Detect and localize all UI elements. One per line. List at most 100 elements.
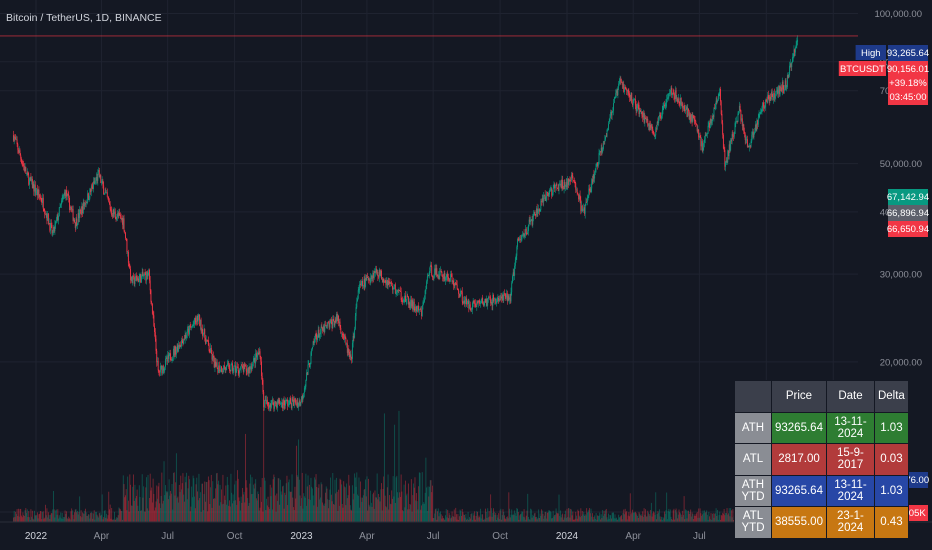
volume-bar bbox=[607, 519, 609, 522]
candle-body bbox=[99, 175, 101, 178]
candle-body bbox=[29, 177, 31, 179]
candle-body bbox=[239, 369, 241, 374]
volume-bar bbox=[314, 479, 316, 522]
candle-body bbox=[508, 295, 510, 300]
candle-body bbox=[195, 321, 197, 323]
candle-body bbox=[276, 403, 278, 408]
candle-body bbox=[27, 172, 29, 176]
candle-body bbox=[37, 189, 39, 196]
candle-body bbox=[48, 222, 50, 224]
candle-body bbox=[640, 110, 641, 112]
volume-bar bbox=[560, 510, 561, 522]
candle-body bbox=[323, 326, 325, 333]
candle-body bbox=[283, 399, 285, 405]
candle-body bbox=[156, 350, 158, 363]
price-label-box bbox=[888, 45, 928, 61]
candle-body bbox=[760, 111, 762, 113]
candle-body bbox=[290, 398, 292, 404]
volume-bar bbox=[407, 509, 409, 522]
volume-bar bbox=[596, 519, 598, 522]
volume-bar bbox=[13, 510, 15, 522]
candle-body bbox=[543, 196, 545, 202]
candle-body bbox=[464, 300, 466, 304]
candle-body bbox=[471, 309, 473, 311]
candle-body bbox=[106, 192, 108, 193]
candle-body bbox=[69, 207, 71, 210]
candle-body bbox=[544, 194, 546, 201]
volume-bar bbox=[514, 510, 516, 522]
candle-body bbox=[386, 280, 388, 285]
volume-bar bbox=[440, 514, 442, 522]
candle-body bbox=[688, 111, 690, 120]
volume-bar bbox=[642, 517, 644, 522]
candle-body bbox=[278, 399, 280, 404]
volume-bar bbox=[189, 479, 190, 522]
candle-body bbox=[221, 366, 222, 373]
volume-bar bbox=[213, 499, 214, 522]
candle-body bbox=[135, 275, 137, 278]
volume-bar bbox=[263, 408, 265, 522]
volume-bar bbox=[321, 484, 323, 522]
candle-body bbox=[335, 314, 337, 323]
volume-bar bbox=[268, 507, 270, 522]
candle-body bbox=[459, 294, 461, 298]
candle-body bbox=[263, 400, 265, 408]
volume-bar bbox=[567, 517, 569, 522]
candle-body bbox=[701, 141, 703, 152]
candle-body bbox=[749, 145, 751, 147]
candle-body bbox=[674, 90, 676, 100]
volume-bar bbox=[54, 517, 56, 522]
candle-body bbox=[762, 102, 764, 108]
volume-bar bbox=[461, 515, 462, 522]
volume-bar bbox=[263, 477, 265, 522]
volume-bar bbox=[518, 519, 520, 522]
volume-bar bbox=[590, 508, 592, 522]
volume-bar bbox=[520, 513, 522, 522]
volume-bar bbox=[317, 506, 318, 522]
volume-bar bbox=[151, 487, 153, 522]
volume-bar bbox=[269, 484, 271, 522]
candle-body bbox=[18, 149, 19, 153]
candle-body bbox=[396, 292, 398, 293]
volume-bar bbox=[205, 501, 206, 522]
candle-body bbox=[13, 137, 15, 141]
volume-bar bbox=[127, 476, 129, 522]
volume-bar bbox=[230, 473, 232, 522]
volume-bar bbox=[728, 513, 729, 522]
volume-bar bbox=[664, 513, 666, 522]
volume-bar bbox=[282, 485, 284, 522]
candle-body bbox=[490, 299, 492, 304]
candle-body bbox=[754, 124, 756, 132]
candle-body bbox=[224, 367, 226, 370]
volume-bar bbox=[456, 519, 458, 522]
candle-body bbox=[481, 297, 483, 301]
candle-body bbox=[608, 123, 609, 131]
volume-bar bbox=[437, 508, 439, 522]
candle-body bbox=[191, 325, 193, 327]
volume-bar bbox=[322, 502, 324, 522]
candle-body bbox=[368, 279, 370, 281]
candle-body bbox=[153, 315, 155, 327]
volume-bar bbox=[226, 504, 228, 522]
candle-body bbox=[684, 109, 686, 111]
candle-body bbox=[365, 277, 366, 287]
candle-body bbox=[255, 353, 257, 358]
volume-bar bbox=[192, 475, 194, 522]
candle-body bbox=[189, 325, 190, 335]
candle-body bbox=[746, 139, 748, 147]
volume-bar bbox=[670, 516, 672, 522]
volume-bar bbox=[698, 517, 700, 522]
volume-bar bbox=[247, 498, 249, 522]
candle-body bbox=[304, 386, 306, 389]
volume-bar bbox=[22, 512, 24, 522]
candle-body bbox=[736, 120, 737, 122]
volume-bar bbox=[320, 482, 322, 522]
volume-bar bbox=[130, 484, 132, 522]
candle-body bbox=[488, 296, 490, 298]
volume-bar bbox=[186, 472, 188, 522]
candle-body bbox=[21, 163, 23, 164]
volume-bar bbox=[668, 508, 670, 522]
volume-bar bbox=[319, 497, 321, 522]
volume-bar bbox=[353, 493, 355, 522]
candle-body bbox=[789, 63, 791, 66]
